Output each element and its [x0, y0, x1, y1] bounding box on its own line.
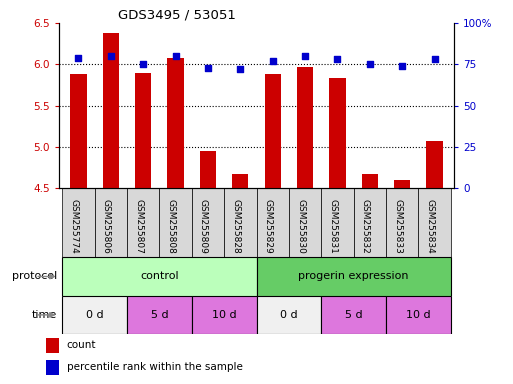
Text: GSM255829: GSM255829: [264, 199, 273, 253]
Text: GDS3495 / 53051: GDS3495 / 53051: [118, 9, 236, 22]
Bar: [426, 141, 443, 188]
Bar: [62, 188, 94, 257]
Text: progerin expression: progerin expression: [299, 271, 409, 281]
Bar: [362, 174, 378, 188]
Bar: [224, 188, 256, 257]
Text: 0 d: 0 d: [280, 310, 298, 320]
Bar: [127, 296, 192, 334]
Bar: [103, 33, 119, 188]
Text: GSM255808: GSM255808: [167, 199, 175, 253]
Point: [366, 61, 374, 68]
Text: GSM255831: GSM255831: [328, 199, 338, 253]
Bar: [394, 180, 410, 188]
Bar: [192, 296, 256, 334]
Bar: [419, 188, 451, 257]
Point: [139, 61, 147, 68]
Bar: [265, 74, 281, 188]
Bar: [62, 257, 256, 296]
Bar: [200, 151, 216, 188]
Point: [236, 66, 244, 72]
Bar: [321, 296, 386, 334]
Text: 0 d: 0 d: [86, 310, 104, 320]
Bar: [135, 73, 151, 188]
Bar: [353, 188, 386, 257]
Bar: [127, 188, 160, 257]
Bar: [94, 188, 127, 257]
Bar: [70, 74, 87, 188]
Bar: [167, 58, 184, 188]
Text: 10 d: 10 d: [212, 310, 236, 320]
Bar: [289, 188, 321, 257]
Bar: [297, 67, 313, 188]
Text: count: count: [67, 340, 96, 350]
Bar: [256, 257, 451, 296]
Bar: [256, 188, 289, 257]
Bar: [192, 188, 224, 257]
Bar: [46, 360, 59, 375]
Text: GSM255828: GSM255828: [231, 199, 240, 253]
Text: GSM255834: GSM255834: [426, 199, 435, 253]
Point: [204, 65, 212, 71]
Bar: [232, 174, 248, 188]
Point: [107, 53, 115, 59]
Bar: [46, 338, 59, 353]
Text: 5 d: 5 d: [345, 310, 363, 320]
Point: [269, 58, 277, 64]
Point: [74, 55, 83, 61]
Text: GSM255809: GSM255809: [199, 199, 208, 253]
Point: [333, 56, 342, 63]
Text: GSM255832: GSM255832: [361, 199, 370, 253]
Bar: [386, 188, 419, 257]
Text: 10 d: 10 d: [406, 310, 431, 320]
Text: time: time: [32, 310, 57, 320]
Point: [430, 56, 439, 63]
Bar: [329, 78, 346, 188]
Bar: [386, 296, 451, 334]
Point: [171, 53, 180, 59]
Bar: [321, 188, 353, 257]
Text: GSM255833: GSM255833: [393, 199, 402, 253]
Bar: [256, 296, 321, 334]
Bar: [160, 188, 192, 257]
Point: [301, 53, 309, 59]
Text: control: control: [140, 271, 179, 281]
Text: GSM255807: GSM255807: [134, 199, 143, 253]
Text: percentile rank within the sample: percentile rank within the sample: [67, 362, 243, 372]
Bar: [62, 296, 127, 334]
Text: GSM255830: GSM255830: [296, 199, 305, 253]
Text: protocol: protocol: [12, 271, 57, 281]
Text: 5 d: 5 d: [150, 310, 168, 320]
Point: [398, 63, 406, 69]
Text: GSM255806: GSM255806: [102, 199, 111, 253]
Text: GSM255774: GSM255774: [69, 199, 78, 253]
